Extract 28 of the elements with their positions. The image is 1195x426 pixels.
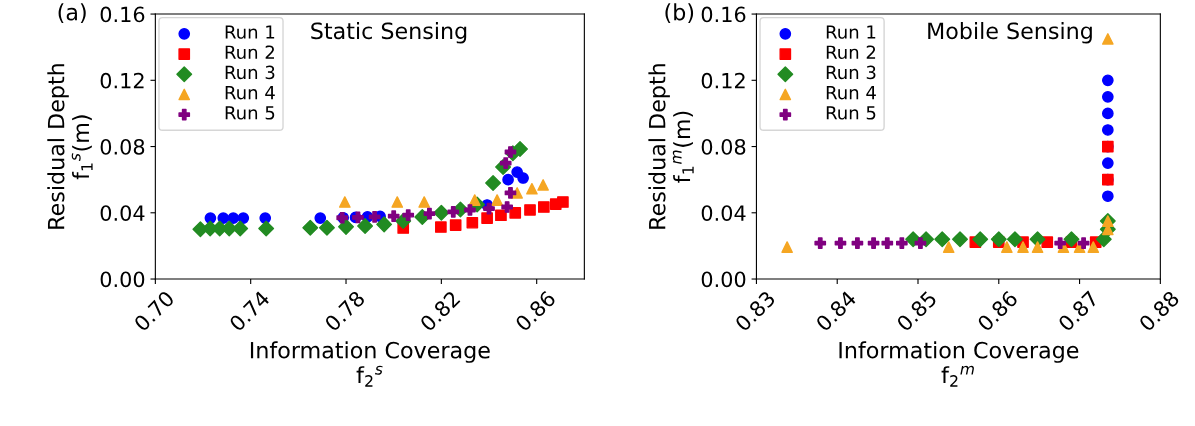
y-tick-label: 0.00	[701, 271, 746, 288]
legend-label: Run 3	[826, 65, 876, 80]
text: (b)	[665, 3, 694, 24]
y-tick-label: 0.00	[100, 271, 145, 288]
chart-title: Mobile Sensing	[928, 22, 1092, 44]
y-tick-label: 0.12	[701, 72, 745, 89]
y-axis-title: Residual Depth f$_{1}$$^{m}$(m)	[648, 64, 694, 229]
chart-title: Static Sensing	[311, 22, 467, 44]
y-axis-title: Residual Depth f$_{1}$$^{s}$(m)	[47, 64, 93, 229]
y-tick-label: 0.16	[701, 6, 746, 23]
legend-label: Run 3	[225, 65, 275, 80]
legend-label: Run 2	[826, 45, 876, 60]
y-tick-label: 0.04	[100, 205, 145, 221]
y-tick-label: 0.12	[100, 72, 144, 89]
legend-label: Run 1	[826, 25, 876, 39]
x-axis-title: Information Coverage f$_{2}$$^{m}$	[839, 341, 1079, 387]
legend-label: Run 4	[826, 86, 876, 100]
legend-label: Run 5	[225, 106, 275, 120]
y-tick-label: 0.16	[100, 6, 145, 23]
x-axis-title: Information Coverage f$_{2}$$^{s}$	[250, 341, 490, 387]
legend-label: Run 2	[225, 45, 274, 60]
legend-label: Run 5	[826, 106, 876, 120]
y-tick-label: 0.08	[701, 139, 746, 155]
text: (a)	[58, 3, 86, 24]
legend-label: Run 1	[225, 25, 275, 39]
y-tick-label: 0.08	[100, 139, 145, 155]
y-tick-label: 0.04	[701, 205, 746, 221]
legend-label: Run 4	[225, 86, 275, 100]
